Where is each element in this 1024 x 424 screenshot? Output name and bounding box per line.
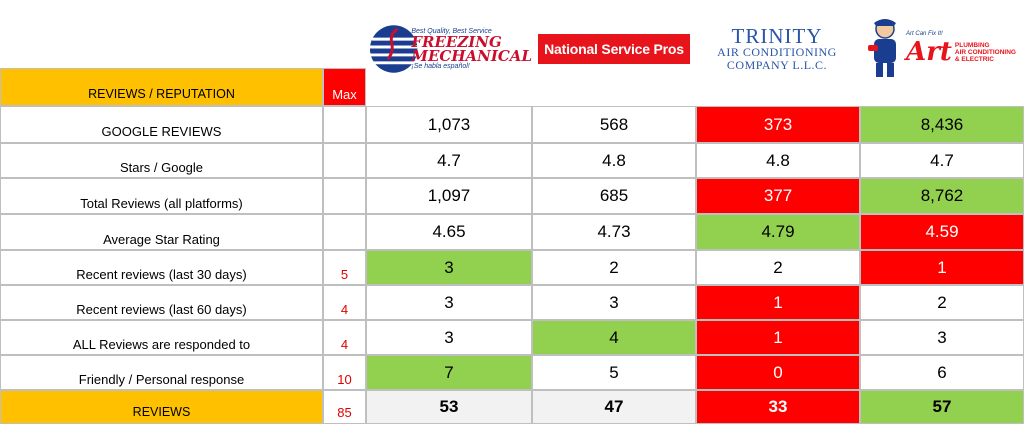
row-value: 4.7	[860, 143, 1024, 178]
logo-national-service-pros: National Service Pros	[534, 8, 694, 90]
header-max: Max	[323, 68, 366, 106]
row-max	[323, 178, 366, 214]
row-value: 2	[696, 250, 860, 285]
logo-art-plumbing: Art Can Fix It! Art PLUMBING AIR CONDITI…	[860, 8, 1022, 90]
logo-trinity: TRINITY AIR CONDITIONING COMPANY L.L.C.	[696, 8, 858, 90]
row-label: Recent reviews (last 30 days)	[0, 250, 323, 285]
row-label: ALL Reviews are responded to	[0, 320, 323, 355]
row-value: 1,073	[366, 106, 532, 143]
globe-icon	[369, 25, 418, 73]
art-tagline: Art Can Fix It!	[906, 31, 943, 37]
freezing-spanish: ¡Se habla español!	[411, 63, 470, 70]
footer-max: 85	[323, 390, 366, 424]
row-value: 377	[696, 178, 860, 214]
footer-value: 33	[696, 390, 860, 424]
trinity-line3: COMPANY L.L.C.	[726, 58, 828, 72]
row-value: 1	[696, 285, 860, 320]
freezing-tagline: Best Quality, Best Service	[411, 28, 492, 35]
row-value: 0	[696, 355, 860, 390]
row-value: 4.7	[366, 143, 532, 178]
row-max	[323, 214, 366, 250]
row-max: 5	[323, 250, 366, 285]
row-label: GOOGLE REVIEWS	[0, 106, 323, 143]
row-value: 4.79	[696, 214, 860, 250]
footer-label: REVIEWS	[0, 390, 323, 424]
row-value: 5	[532, 355, 696, 390]
mascot-icon	[868, 19, 897, 77]
row-value: 3	[532, 285, 696, 320]
row-value: 1,097	[366, 178, 532, 214]
row-value: 4.59	[860, 214, 1024, 250]
freezing-sub: MECHANICAL	[411, 47, 532, 65]
row-label: Total Reviews (all platforms)	[0, 178, 323, 214]
row-value: 1	[860, 250, 1024, 285]
row-value: 3	[860, 320, 1024, 355]
row-value: 8,436	[860, 106, 1024, 143]
art-line3: & ELECTRIC	[954, 55, 994, 63]
nsp-brand: National Service Pros	[538, 34, 690, 64]
art-word: Art	[906, 37, 952, 67]
row-label: Recent reviews (last 60 days)	[0, 285, 323, 320]
row-max: 10	[323, 355, 366, 390]
header-label: REVIEWS / REPUTATION	[0, 68, 323, 106]
row-value: 4.8	[532, 143, 696, 178]
row-value: 3	[366, 250, 532, 285]
art-line1: PLUMBING	[954, 41, 990, 49]
row-max: 4	[323, 320, 366, 355]
row-value: 2	[532, 250, 696, 285]
row-value: 373	[696, 106, 860, 143]
row-value: 4.73	[532, 214, 696, 250]
row-value: 685	[532, 178, 696, 214]
freezing-brand: FREEZING	[411, 33, 502, 51]
art-line2: AIR CONDITIONING	[954, 48, 1016, 56]
row-value: 3	[366, 320, 532, 355]
footer-value: 57	[860, 390, 1024, 424]
row-max	[323, 106, 366, 143]
row-value: 7	[366, 355, 532, 390]
row-value: 3	[366, 285, 532, 320]
row-value: 568	[532, 106, 696, 143]
trinity-line2: AIR CONDITIONING	[717, 45, 837, 59]
logo-freezing-mechanical: Best Quality, Best Service FREEZING MECH…	[368, 8, 532, 90]
row-value: 1	[696, 320, 860, 355]
row-max	[323, 143, 366, 178]
trinity-line1: TRINITY	[731, 24, 823, 48]
row-value: 6	[860, 355, 1024, 390]
row-max: 4	[323, 285, 366, 320]
row-value: 4.65	[366, 214, 532, 250]
row-value: 4.8	[696, 143, 860, 178]
row-label: Friendly / Personal response	[0, 355, 323, 390]
footer-value: 53	[366, 390, 532, 424]
row-value: 8,762	[860, 178, 1024, 214]
row-label: Stars / Google	[0, 143, 323, 178]
row-label: Average Star Rating	[0, 214, 323, 250]
row-value: 2	[860, 285, 1024, 320]
row-value: 4	[532, 320, 696, 355]
footer-value: 47	[532, 390, 696, 424]
